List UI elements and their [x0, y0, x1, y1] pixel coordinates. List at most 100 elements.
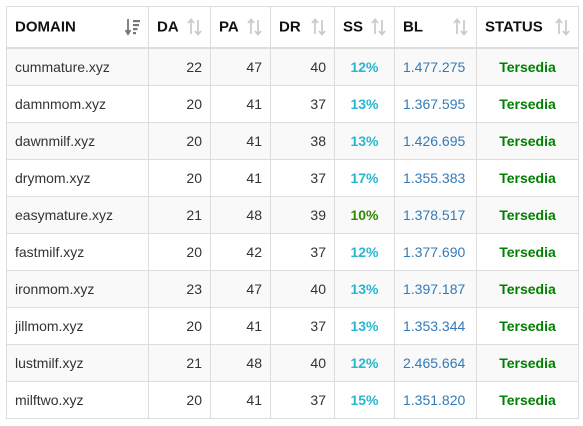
sort-both-icon[interactable] — [311, 18, 327, 36]
ss-cell: 12% — [334, 233, 395, 271]
dr-cell: 37 — [270, 307, 335, 345]
status-cell: Tersedia — [476, 122, 579, 160]
dr-cell: 37 — [270, 381, 335, 419]
pa-cell: 41 — [210, 307, 271, 345]
column-header-da[interactable]: DA — [148, 6, 211, 49]
column-header-label: DOMAIN — [15, 18, 76, 36]
column-header-label: SS — [343, 18, 364, 36]
status-cell: Tersedia — [476, 307, 579, 345]
ss-cell: 13% — [334, 270, 395, 308]
domain-table-container: DOMAIN DA PA DR SS BL STATUS cummature.xyz 22 47… — [6, 6, 579, 419]
column-header-pa[interactable]: PA — [210, 6, 271, 49]
bl-cell: 1.351.820 — [394, 381, 477, 419]
pa-cell: 47 — [210, 47, 271, 86]
da-cell: 20 — [148, 159, 211, 197]
column-header-label: PA — [219, 18, 239, 36]
da-cell: 20 — [148, 85, 211, 123]
da-cell: 20 — [148, 381, 211, 419]
pa-cell: 41 — [210, 159, 271, 197]
ss-cell: 15% — [334, 381, 395, 419]
dr-cell: 39 — [270, 196, 335, 234]
status-cell: Tersedia — [476, 381, 579, 419]
da-cell: 21 — [148, 344, 211, 382]
column-header-domain[interactable]: DOMAIN — [6, 6, 149, 49]
ss-cell: 13% — [334, 122, 395, 160]
table-row: dawnmilf.xyz 20 41 38 13% 1.426.695 Tersedia — [6, 122, 579, 160]
header-row: DOMAIN DA PA DR SS BL STATUS — [6, 6, 579, 49]
sort-both-icon[interactable] — [247, 18, 263, 36]
dr-cell: 37 — [270, 159, 335, 197]
da-cell: 23 — [148, 270, 211, 308]
sort-both-icon[interactable] — [555, 18, 571, 36]
column-header-label: BL — [403, 18, 423, 36]
column-header-status[interactable]: STATUS — [476, 6, 579, 49]
sort-both-icon[interactable] — [453, 18, 469, 36]
bl-cell: 1.426.695 — [394, 122, 477, 160]
domain-cell: fastmilf.xyz — [6, 233, 149, 271]
table-row: cummature.xyz 22 47 40 12% 1.477.275 Tersedia — [6, 47, 579, 86]
table-row: drymom.xyz 20 41 37 17% 1.355.383 Tersedia — [6, 159, 579, 197]
sort-both-icon[interactable] — [187, 18, 203, 36]
sort-alpha-desc-icon[interactable] — [124, 18, 141, 36]
table-body: cummature.xyz 22 47 40 12% 1.477.275 Tersedia d… — [6, 47, 579, 419]
pa-cell: 42 — [210, 233, 271, 271]
pa-cell: 41 — [210, 381, 271, 419]
domain-cell: dawnmilf.xyz — [6, 122, 149, 160]
ss-cell: 12% — [334, 344, 395, 382]
bl-cell: 1.397.187 — [394, 270, 477, 308]
da-cell: 21 — [148, 196, 211, 234]
table-row: easymature.xyz 21 48 39 10% 1.378.517 Tersedia — [6, 196, 579, 234]
domain-cell: easymature.xyz — [6, 196, 149, 234]
status-cell: Tersedia — [476, 233, 579, 271]
table-row: jillmom.xyz 20 41 37 13% 1.353.344 Tersedia — [6, 307, 579, 345]
status-cell: Tersedia — [476, 196, 579, 234]
domain-cell: ironmom.xyz — [6, 270, 149, 308]
bl-cell: 1.378.517 — [394, 196, 477, 234]
domain-cell: jillmom.xyz — [6, 307, 149, 345]
da-cell: 20 — [148, 307, 211, 345]
dr-cell: 40 — [270, 47, 335, 86]
pa-cell: 48 — [210, 344, 271, 382]
pa-cell: 41 — [210, 85, 271, 123]
dr-cell: 37 — [270, 233, 335, 271]
table-header: DOMAIN DA PA DR SS BL STATUS — [6, 6, 579, 49]
ss-cell: 12% — [334, 47, 395, 86]
column-header-label: STATUS — [485, 18, 543, 36]
dr-cell: 40 — [270, 270, 335, 308]
status-cell: Tersedia — [476, 270, 579, 308]
pa-cell: 48 — [210, 196, 271, 234]
ss-cell: 13% — [334, 307, 395, 345]
column-header-dr[interactable]: DR — [270, 6, 335, 49]
bl-cell: 1.367.595 — [394, 85, 477, 123]
bl-cell: 2.465.664 — [394, 344, 477, 382]
table-row: ironmom.xyz 23 47 40 13% 1.397.187 Tersedia — [6, 270, 579, 308]
bl-cell: 1.477.275 — [394, 47, 477, 86]
ss-cell: 13% — [334, 85, 395, 123]
table-row: damnmom.xyz 20 41 37 13% 1.367.595 Tersedia — [6, 85, 579, 123]
column-header-bl[interactable]: BL — [394, 6, 477, 49]
status-cell: Tersedia — [476, 85, 579, 123]
domain-cell: damnmom.xyz — [6, 85, 149, 123]
column-header-ss[interactable]: SS — [334, 6, 395, 49]
table-row: lustmilf.xyz 21 48 40 12% 2.465.664 Tersedia — [6, 344, 579, 382]
dr-cell: 40 — [270, 344, 335, 382]
dr-cell: 38 — [270, 122, 335, 160]
da-cell: 20 — [148, 122, 211, 160]
domain-cell: drymom.xyz — [6, 159, 149, 197]
table-row: milftwo.xyz 20 41 37 15% 1.351.820 Tersedia — [6, 381, 579, 419]
ss-cell: 17% — [334, 159, 395, 197]
bl-cell: 1.355.383 — [394, 159, 477, 197]
status-cell: Tersedia — [476, 344, 579, 382]
column-header-label: DA — [157, 18, 179, 36]
domain-cell: cummature.xyz — [6, 47, 149, 86]
domain-cell: milftwo.xyz — [6, 381, 149, 419]
domain-table: DOMAIN DA PA DR SS BL STATUS cummature.xyz 22 47… — [6, 6, 579, 419]
column-header-label: DR — [279, 18, 301, 36]
da-cell: 22 — [148, 47, 211, 86]
sort-both-icon[interactable] — [371, 18, 387, 36]
pa-cell: 41 — [210, 122, 271, 160]
status-cell: Tersedia — [476, 47, 579, 86]
da-cell: 20 — [148, 233, 211, 271]
bl-cell: 1.353.344 — [394, 307, 477, 345]
domain-cell: lustmilf.xyz — [6, 344, 149, 382]
